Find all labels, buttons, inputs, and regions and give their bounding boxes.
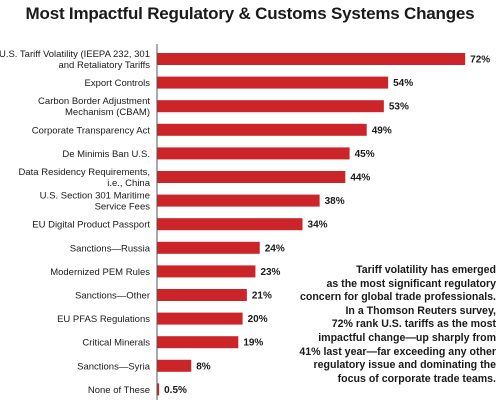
category-label: and Retaliatory Tariffs [58, 60, 150, 71]
category-label: Carbon Border Adjustment [38, 96, 150, 107]
annotation-line: Tariff volatility has emerged [356, 264, 496, 276]
category-label: Mechanism (CBAM) [65, 107, 150, 118]
annotation-text: Tariff volatility has emerged as the mos… [292, 264, 496, 386]
annotation-line: concern for global trade professionals. [299, 291, 496, 304]
category-label: Sanctions—Syria [77, 361, 151, 372]
annotation-line: regulatory issue and dominating the [313, 359, 496, 372]
value-label: 54% [393, 78, 413, 89]
category-label: Sanctions—Russia [70, 243, 151, 254]
value-label: 24% [265, 243, 285, 254]
category-label: Sanctions—Other [75, 291, 150, 302]
value-label: 72% [470, 55, 490, 66]
bar [157, 265, 256, 278]
bar [157, 147, 350, 160]
bar [157, 100, 384, 113]
value-label: 8% [196, 361, 211, 372]
value-label: 44% [350, 173, 370, 184]
value-label: 23% [260, 267, 280, 278]
bar [157, 171, 346, 183]
bar [157, 241, 260, 254]
category-label: Data Residency Requirements, [19, 167, 150, 178]
annotation-line: 72% rank U.S. tariffs as the most [331, 318, 496, 331]
value-label: 0.5% [164, 385, 187, 396]
category-label: Export Controls [85, 78, 151, 89]
bar [157, 218, 303, 231]
category-label: De Minimis Ban U.S. [62, 149, 150, 160]
value-label: 53% [389, 102, 409, 113]
value-label: 38% [325, 196, 345, 207]
bar [157, 194, 320, 207]
bar [157, 289, 247, 301]
category-label: U.S. Section 301 Maritime [40, 191, 150, 202]
bar [157, 53, 466, 65]
annotation-line: focus of corporate trade teams. [337, 372, 496, 385]
category-label: EU Digital Product Passport [32, 220, 150, 231]
value-label: 21% [252, 291, 272, 302]
category-label: Critical Minerals [82, 338, 150, 349]
bar [157, 336, 239, 349]
category-label: Corporate Transparency Act [32, 125, 151, 136]
category-label: EU PFAS Regulations [57, 314, 150, 325]
bar [157, 359, 192, 372]
value-label: 20% [248, 314, 268, 325]
value-label: 19% [243, 338, 263, 349]
annotation-line: In a Thomson Reuters survey, [345, 304, 496, 317]
category-label: i.e., China [107, 178, 150, 189]
category-label: Modernized PEM Rules [50, 267, 150, 278]
value-label: 49% [372, 125, 392, 136]
category-label: None of These [88, 385, 150, 396]
bar [157, 76, 389, 89]
annotation-line: as the most significant regulatory [326, 277, 496, 290]
bar [157, 123, 367, 136]
annotation-line: impactful change—up sharply from [318, 331, 496, 344]
category-label: Service Fees [95, 202, 151, 213]
value-label: 34% [308, 220, 328, 231]
category-label: U.S. Tariff Volatility (IEEPA 232, 301 [0, 49, 150, 60]
chart-title: Most Impactful Regulatory & Customs Syst… [25, 4, 475, 23]
annotation-line: 41% last year—far exceeding any other [299, 345, 496, 358]
value-label: 45% [355, 149, 375, 160]
bar [157, 383, 160, 396]
bar [157, 312, 243, 325]
